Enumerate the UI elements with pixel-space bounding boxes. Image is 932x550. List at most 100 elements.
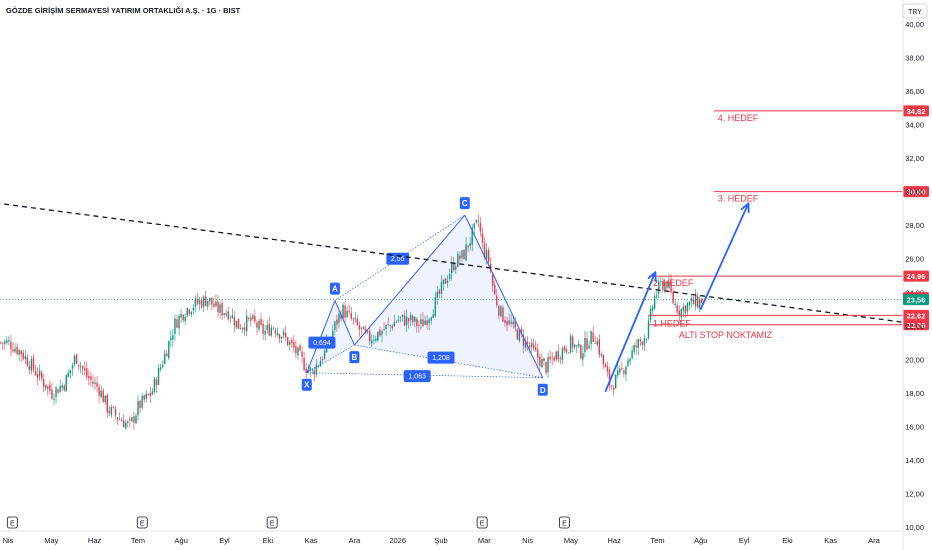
candle xyxy=(172,328,174,348)
candle xyxy=(371,334,373,348)
candle xyxy=(301,346,303,364)
candle xyxy=(217,294,219,318)
pattern-point-a[interactable]: A xyxy=(329,282,340,295)
earnings-marker[interactable]: E xyxy=(6,516,18,529)
candle xyxy=(34,365,37,376)
candle xyxy=(24,350,26,365)
candle xyxy=(137,395,139,421)
candle xyxy=(38,364,41,381)
pattern-point-b[interactable]: B xyxy=(349,351,360,364)
candle xyxy=(313,366,316,382)
candle xyxy=(446,275,449,288)
projection-arrow[interactable] xyxy=(604,271,657,393)
candle xyxy=(612,384,615,396)
candle xyxy=(381,329,383,343)
candle xyxy=(375,335,377,343)
pattern-leg-cd xyxy=(464,214,544,378)
candle xyxy=(621,361,623,371)
candle xyxy=(699,295,701,313)
candle xyxy=(209,297,211,306)
candle xyxy=(635,339,637,355)
resistance-trendline[interactable] xyxy=(0,202,931,327)
currency-badge[interactable]: TRY xyxy=(902,3,928,19)
candle xyxy=(196,293,199,306)
candle xyxy=(438,288,441,299)
candle xyxy=(229,315,231,324)
candle xyxy=(354,311,357,323)
candle xyxy=(219,301,221,319)
candle xyxy=(127,419,129,428)
candle xyxy=(123,414,125,428)
pattern-ratio-line xyxy=(334,214,466,301)
candle xyxy=(422,311,424,327)
candle xyxy=(385,324,387,336)
candle xyxy=(2,342,4,351)
target-line[interactable]: ALTI STOP NOKTAMIZ 22,06 xyxy=(648,319,929,340)
target-line[interactable]: 4. HEDEF 34,82 xyxy=(713,105,929,123)
candle xyxy=(479,217,482,237)
earnings-marker[interactable]: E xyxy=(266,516,278,529)
candle xyxy=(264,324,266,341)
candle xyxy=(530,339,533,353)
candle xyxy=(248,316,250,322)
candle xyxy=(92,374,94,388)
target-line[interactable]: 2. HEDEF 24,96 xyxy=(648,270,929,289)
candle xyxy=(55,385,57,404)
target-price-label: 22,62 xyxy=(907,311,926,320)
candle xyxy=(551,351,553,366)
candle xyxy=(576,344,578,353)
candle xyxy=(164,349,166,365)
candle xyxy=(303,351,305,372)
candle xyxy=(231,308,234,319)
candle xyxy=(633,342,635,356)
candle xyxy=(617,363,619,379)
x-tick-label: Ağu xyxy=(694,536,707,545)
candle xyxy=(391,324,393,331)
pattern-point-x[interactable]: X xyxy=(301,378,312,391)
candle xyxy=(272,326,275,330)
candle xyxy=(176,314,178,329)
pattern-ratio-badge: 1,063 xyxy=(403,370,431,383)
candle xyxy=(561,346,564,365)
target-price-tag xyxy=(903,309,929,321)
earnings-marker[interactable]: E xyxy=(559,516,570,529)
candle xyxy=(455,262,457,274)
candle xyxy=(701,297,703,304)
candle xyxy=(498,305,500,320)
candle xyxy=(182,314,184,323)
candle xyxy=(262,319,264,341)
candle xyxy=(284,326,287,342)
candle xyxy=(559,355,562,365)
x-tick-label: Ara xyxy=(349,536,362,545)
candle xyxy=(287,336,289,347)
target-line[interactable]: 3. HEDEF 30,00 xyxy=(713,186,929,204)
candle xyxy=(518,328,521,343)
candle xyxy=(510,314,512,328)
candle xyxy=(602,354,605,370)
pattern-leg-bc xyxy=(354,214,466,346)
candle xyxy=(297,346,299,360)
candle xyxy=(260,313,262,327)
candle xyxy=(606,361,609,377)
candle xyxy=(18,348,20,361)
candle xyxy=(32,354,35,373)
target-line[interactable]: 1.HEDEF 22,62 xyxy=(648,309,929,329)
candle xyxy=(453,256,455,272)
candle xyxy=(194,295,197,313)
candle xyxy=(528,342,531,354)
x-tick-label: Şub xyxy=(434,536,447,545)
candle xyxy=(651,304,654,315)
earnings-marker[interactable]: E xyxy=(476,516,488,529)
earnings-marker[interactable]: E xyxy=(136,516,148,529)
candle xyxy=(604,362,607,368)
pattern-point-c[interactable]: C xyxy=(459,197,470,210)
candle xyxy=(59,379,61,393)
projection-arrow[interactable] xyxy=(699,202,750,310)
candle xyxy=(477,214,480,228)
pattern-point-d[interactable]: D xyxy=(537,383,548,396)
candle xyxy=(649,305,652,323)
candle xyxy=(100,385,102,399)
target-price-tag xyxy=(903,105,929,117)
candle xyxy=(114,405,117,420)
